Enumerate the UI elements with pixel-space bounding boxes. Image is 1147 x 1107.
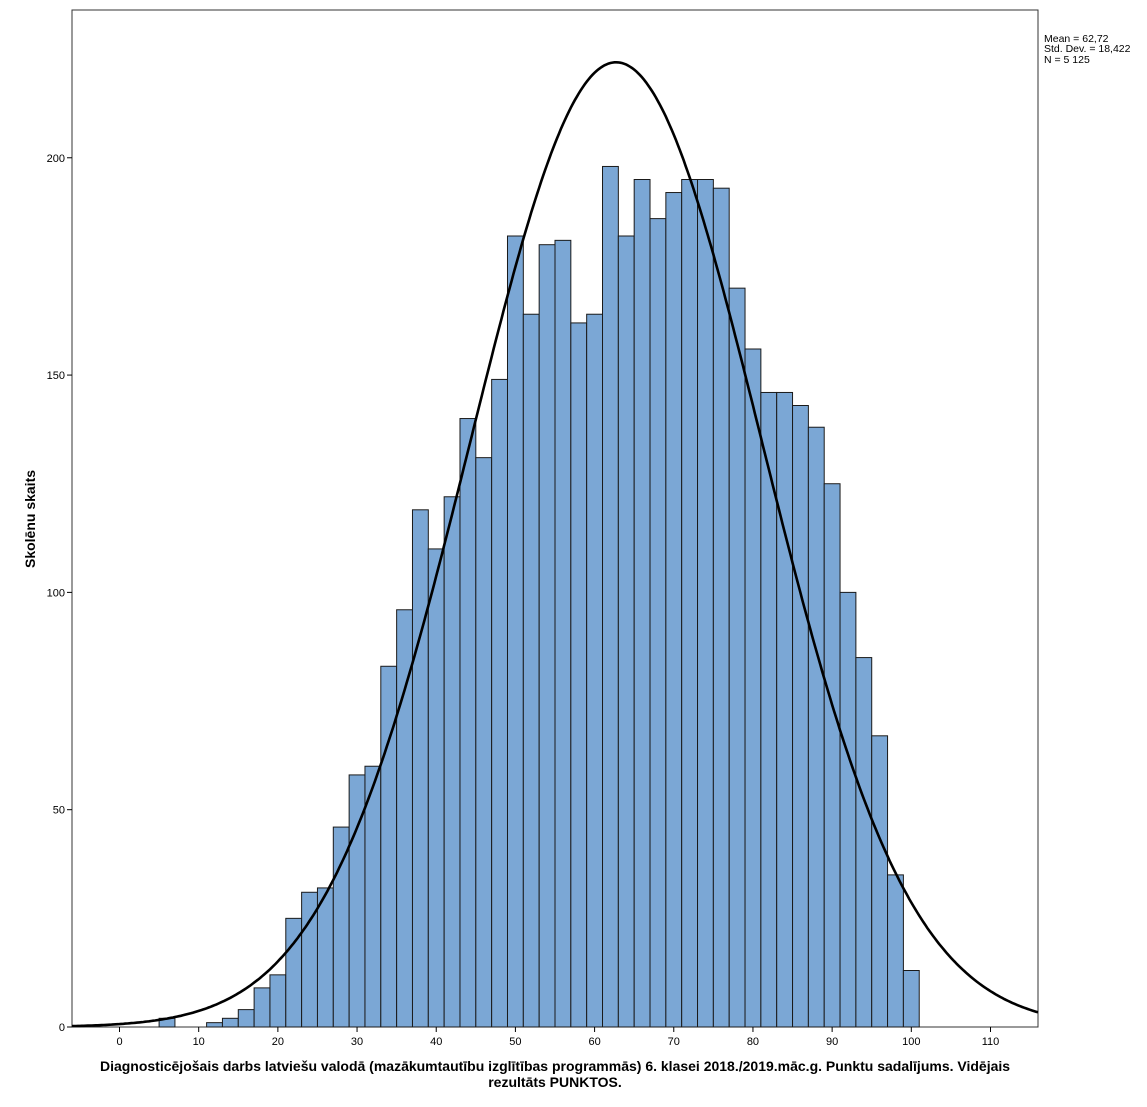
histogram-bar [206,1022,223,1028]
histogram-bar [316,887,334,1028]
x-tick-label: 80 [747,1036,759,1048]
y-axis: 0 50 100 150 200 [47,153,72,1034]
histogram-bar [269,974,287,1028]
histogram-bar [602,165,619,1028]
histogram-bar [807,426,825,1028]
histogram-bar [744,348,762,1028]
y-tick-label: 50 [53,805,65,817]
x-tick-label: 10 [193,1036,205,1048]
histogram-bar [712,187,730,1028]
x-axis-label-line1: Diagnosticējošais darbs latviešu valodā … [100,1058,1010,1074]
histogram-bar [221,1017,239,1028]
histogram-bar [681,179,699,1028]
histogram-bar [332,826,350,1028]
histogram-bar [697,179,714,1028]
histogram-bar [823,483,841,1028]
histogram-bar [538,244,556,1028]
normal-curve [71,61,1039,1028]
x-tick-label: 0 [116,1036,122,1048]
histogram-bar [617,235,635,1028]
x-tick-label: 90 [826,1036,838,1048]
x-axis-label-line2: rezultāts PUNKTOS. [488,1074,622,1090]
histogram-bar [364,765,382,1028]
histogram-bar [253,987,271,1028]
histogram-bar [633,179,651,1028]
histogram-bar [554,239,572,1028]
histogram-bar [411,509,429,1028]
stats-n: N = 5 125 [1044,54,1090,66]
histogram-bar [586,313,604,1028]
y-tick-label: 150 [47,370,65,382]
histogram-bar [570,322,588,1028]
histogram-bar [792,405,809,1028]
stats-mean: Mean = 62,72 [1044,33,1109,45]
histogram-bar [665,192,683,1028]
histogram-bar [902,970,920,1028]
y-axis-label: Skolēnu skaits [22,470,38,568]
histogram-bar [839,591,857,1028]
x-tick-label: 40 [430,1036,442,1048]
x-tick-label: 60 [588,1036,600,1048]
x-tick-label: 30 [351,1036,363,1048]
x-tick-label: 70 [668,1036,680,1048]
x-tick-label: 110 [982,1036,1000,1048]
histogram-bar [459,418,477,1028]
histogram-bar [443,496,461,1028]
x-tick-label: 20 [272,1036,284,1048]
x-axis: 0 10 20 30 40 50 60 70 80 90 100 110 [116,1027,999,1048]
histogram-bar [649,218,667,1028]
histogram-bar [776,391,794,1028]
x-tick-label: 100 [902,1036,920,1048]
bars-group [158,165,920,1028]
histogram-bar [427,548,445,1028]
histogram-bar [728,287,746,1028]
y-tick-label: 100 [47,587,65,599]
x-tick-label: 50 [509,1036,521,1048]
histogram-bar [855,657,873,1028]
histogram-bar [887,874,904,1028]
y-tick-label: 200 [47,153,65,165]
histogram-bar [871,735,889,1028]
histogram-bar [522,313,540,1028]
histogram-bar [506,235,524,1028]
y-tick-label: 0 [59,1022,65,1034]
histogram-bar [491,378,508,1028]
stats-std: Std. Dev. = 18,422 [1044,43,1131,55]
histogram-bar [237,1009,255,1028]
histogram-bar [475,457,493,1028]
